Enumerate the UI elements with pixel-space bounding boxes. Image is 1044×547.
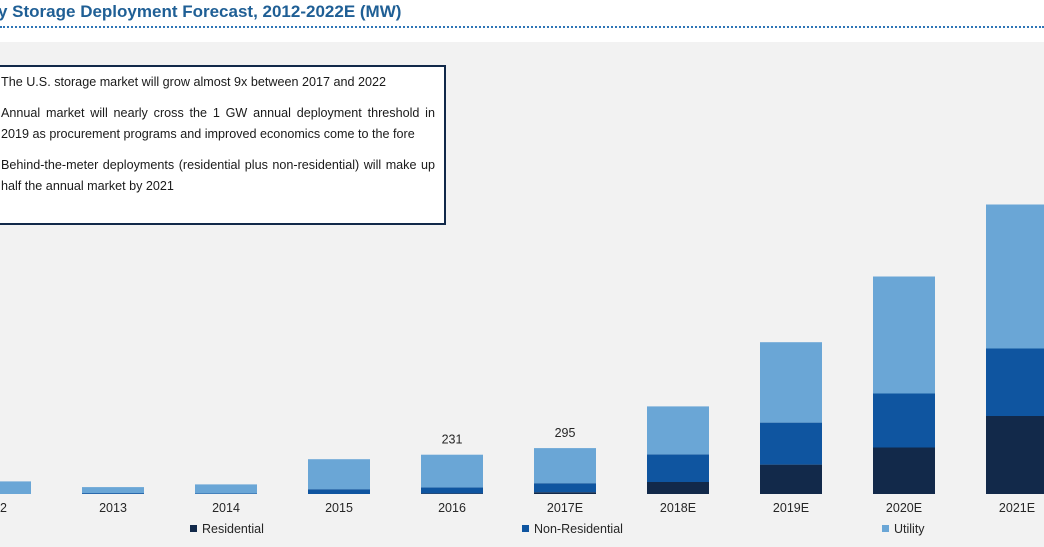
bar-segment-utility-2014	[195, 484, 257, 494]
x-tick-label: 2014	[212, 501, 240, 515]
bar-segment-utility-2017e	[534, 448, 596, 484]
bar-segment-non-residential-2017e	[534, 483, 596, 493]
x-tick-label: 2021E	[999, 501, 1035, 515]
x-tick-label: 2017E	[547, 501, 583, 515]
bar-segment-utility-2016	[421, 454, 483, 488]
bar-segment-utility-12	[0, 481, 31, 494]
legend-swatch-non-residential	[522, 525, 529, 532]
legend-label-utility: Utility	[894, 522, 925, 536]
bar-segment-residential-2016	[421, 493, 483, 494]
x-tick-label: 2013	[99, 501, 127, 515]
bar-segment-residential-2021e	[986, 416, 1044, 494]
bar-segment-non-residential-2018e	[647, 454, 709, 482]
x-tick-label: 2019E	[773, 501, 809, 515]
bar-segment-residential-2018e	[647, 482, 709, 494]
bar-segment-utility-2020e	[873, 276, 935, 394]
bar-segment-residential-2019e	[760, 464, 822, 494]
bar-segment-non-residential-2020e	[873, 393, 935, 448]
legend-swatch-residential	[190, 525, 197, 532]
x-tick-label: 2016	[438, 501, 466, 515]
callout-point-3: Behind-the-meter deployments (residentia…	[1, 157, 435, 194]
callout-point-2: Annual market will nearly cross the 1 GW…	[1, 105, 435, 142]
callout-box: The U.S. storage market will grow almost…	[0, 65, 446, 225]
legend-label-non-residential: Non-Residential	[534, 522, 623, 536]
bar-segment-non-residential-2015	[308, 489, 370, 494]
bar-segment-non-residential-2016	[421, 487, 483, 494]
bar-segment-non-residential-2014	[195, 493, 257, 494]
bar-segment-utility-2019e	[760, 342, 822, 423]
legend-label-residential: Residential	[202, 522, 264, 536]
bar-segment-residential-2017e	[534, 492, 596, 494]
bar-segment-utility-2021e	[986, 204, 1044, 349]
bar-segment-residential-2020e	[873, 447, 935, 494]
data-label-2016: 231	[442, 433, 463, 447]
bar-segment-utility-2018e	[647, 406, 709, 455]
x-tick-label: 2020E	[886, 501, 922, 515]
legend-swatch-utility	[882, 525, 889, 532]
chart-title: y Storage Deployment Forecast, 2012-2022…	[0, 2, 402, 21]
x-tick-label: 12	[0, 501, 7, 515]
bar-segment-non-residential-2019e	[760, 422, 822, 465]
title-divider	[0, 26, 1044, 28]
bar-segment-utility-2015	[308, 459, 370, 490]
x-tick-label: 2015	[325, 501, 353, 515]
bar-segment-non-residential-2021e	[986, 348, 1044, 416]
bar-segment-utility-2013	[82, 487, 144, 494]
bar-segment-non-residential-2013	[82, 493, 144, 494]
data-label-2017e: 295	[555, 426, 576, 440]
callout-point-1: The U.S. storage market will grow almost…	[1, 75, 387, 89]
x-tick-label: 2018E	[660, 501, 696, 515]
